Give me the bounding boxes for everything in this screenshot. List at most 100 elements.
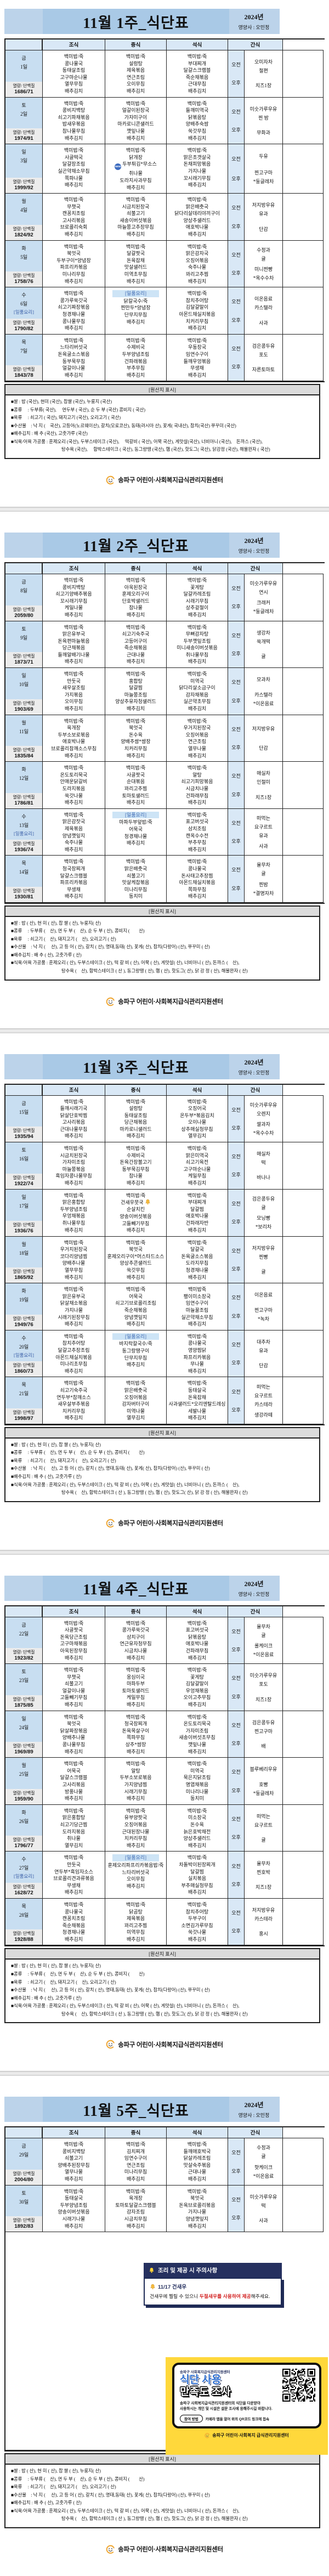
meal-item: 배추김치 <box>126 1702 145 1708</box>
day-cell: 화 5일 열량/ 단백질 1758/76 <box>5 240 43 288</box>
dinner-cell: 백미밥/죽 들깨애호박국 닭살카레조림 맛살숙주볶음 근대나물 배추김치 <box>167 2138 228 2186</box>
dinner-cell: 백미밥/죽 콩나물국 돈사태고추장찜 아몬드채실치볶음 쪽파무침 배추김치 <box>167 856 228 903</box>
meal-item: 콩나물국 <box>64 60 83 66</box>
meal-item: 달걀카레조림 <box>183 591 211 597</box>
snack-am-items: 이온음료 카스텔라 <box>254 295 273 311</box>
day-of-week: 월 <box>21 720 26 726</box>
dietitian-label: 영양사 : 오민정 <box>238 1069 270 1075</box>
meal-item: 새우살조림 <box>62 685 86 691</box>
meal-item: 백미밥/죽 <box>187 1901 207 1907</box>
dinner-cell: 백미밥/죽 표고버섯국 닭볶음탕 애호박나물 건파래무침 배추김치 <box>167 1617 228 1665</box>
day-cell: 수 27일 [일품요리] 열량/ 단백질 1628/72 <box>5 1852 43 1899</box>
snack-item: 귤 <box>261 653 266 659</box>
column-header-3: 간식 <box>228 2127 283 2139</box>
trailing-column-header <box>283 2127 324 2139</box>
snack-item: 찐빵 <box>259 1254 268 1260</box>
snack-pm-label: 오후 <box>231 791 241 797</box>
meal-item: 무생채 <box>67 1882 81 1888</box>
meal-item: 아욱된장국 <box>124 584 148 590</box>
kcal-label: 열량/ 단백질 <box>13 320 35 325</box>
kcal-label: 열량/ 단백질 <box>13 748 35 753</box>
day-info: 일 24일 <box>5 1711 42 1742</box>
meal-item: 배추김치 <box>64 2223 83 2229</box>
meal-item: 밥새우볶음 <box>62 121 86 127</box>
snack-item: 떡 <box>261 1160 266 1166</box>
meal-item: 시래기된장무침 <box>58 1314 90 1320</box>
meal-item: 배추김치 <box>188 1368 207 1374</box>
meal-item: 배추김치 <box>188 1748 207 1754</box>
meal-item: 오징어볶음 <box>185 257 209 263</box>
notes-area: 조리 및 제공 시 주의사항 11/17 건새우 건새우에 찔릴 수 있으니 두절새… <box>5 2232 328 2455</box>
day-cell: 목 21일 열량/ 단백질 1998/97 <box>5 1377 43 1424</box>
day-info: 수 27일 [일품요리] <box>5 1852 42 1883</box>
snack-time-cell: 오전 오후 <box>228 2185 245 2233</box>
trailing-cell <box>283 1617 324 1665</box>
breakfast-cell: 백미밥/죽 콩비지백탕 쇠고기파채볶음 밥새우볶음 참나물무침 배추김치 <box>43 97 105 145</box>
snack-am-items: 떠먹는 요구르트 유과 <box>254 814 273 839</box>
snack-item: 미숫가루우유 <box>249 581 277 587</box>
week-table: 조식 중식 석식 간식 금 29일 열량/ 단백질 2004/80 백미밥/죽 콩비지백탕 쇠불고기… <box>4 2126 328 2455</box>
kcal-block: 열량/ 단백질 1903/69 <box>5 699 42 715</box>
meal-item: 시래기무침 <box>185 598 209 604</box>
snack-pm-label: 오후 <box>231 127 241 133</box>
day-date: 25일 <box>19 1771 29 1777</box>
meal-item: 백미밥/죽 <box>64 148 84 154</box>
kcal-block: 열량/ 단백질 1873/71 <box>5 652 42 668</box>
meal-item: 백미밥/죽 <box>187 624 207 630</box>
origin-line: ■육류 : 쇠고기 ( 산), 돼지고기 ( 산), 오리고기 ( 산) <box>11 1979 116 1985</box>
meal-item: 동치미 <box>129 893 143 899</box>
breakfast-cell: 백미밥/죽 느타리버섯국 돈육굴소스볶음 동부묵무침 얼갈이나물 배추김치 <box>43 334 105 382</box>
meal-item: 두부소보로볶음 <box>58 732 90 738</box>
snack-item: 단감 <box>259 1363 268 1369</box>
meal-item: 백미밥/죽 <box>187 1146 207 1152</box>
kcal-block: 열량/ 단백질 1843/78 <box>5 365 42 381</box>
snack-item: 귤 <box>261 256 266 262</box>
day-cell: 일 17일 열량/ 단백질 1936/76 <box>5 1189 43 1237</box>
meal-item: 맛살샐러드 <box>124 264 148 270</box>
snack-item: 떡 <box>261 2203 266 2209</box>
meal-item: 배추김치 <box>64 278 83 284</box>
day-date: 8일 <box>20 587 27 593</box>
snack-pm-label: 오후 <box>231 650 241 656</box>
meal-item: 백미밥/죽 <box>187 859 207 865</box>
snack-time-cell: 오전 오후 <box>228 621 245 669</box>
snack-pm-items: 귤 <box>261 1836 265 1843</box>
meal-item: 배추김치 <box>64 893 83 899</box>
meal-item: 두부양념조림 <box>60 2202 88 2208</box>
snack-time-cell: 오전 오후 <box>228 97 245 145</box>
meal-item: 취나물 <box>129 171 143 177</box>
origin-body: ■쌀 : 밥 ( 산), 현 미 ( 산), 찹 쌀 ( 산), 누룽지( 산)… <box>5 1960 319 2022</box>
meal-item: 무뼈감자탕 <box>185 631 209 637</box>
column-header-0: 조식 <box>43 563 105 574</box>
kcal-block: 열량/ 단백질 1686/71 <box>5 81 42 97</box>
snack-item: 단감 <box>259 745 268 751</box>
lunch-cell: 백미밥/죽 아욱된장국 훈제오리구이 단호박샐러드 참나물 배추김치 <box>105 574 167 621</box>
meal-item: 닭살카레조림 <box>183 2155 211 2161</box>
center-footer: 송파구 어린이·사회복지급식관리지원센터 <box>0 997 329 1006</box>
breakfast-cell: 백미밥/죽 사골팟국 돈육당근조림 고구마채볶음 아욱된장무침 배추김치 <box>43 1617 105 1665</box>
snack-pm-items: 카스텔라 *이온음료 <box>253 691 274 707</box>
snack-pm-label: 오후 <box>231 317 241 323</box>
smiley-logo-icon <box>106 2040 115 2049</box>
snack-items-cell: 떠먹는 요구르트 유과 사과 <box>245 808 283 856</box>
meal-item: 새우살부추볶음 <box>58 1401 90 1407</box>
meal-item: 시금치된장국 <box>122 203 150 210</box>
meal-item: 백미밥/죽 <box>187 812 207 818</box>
meal-item: NEW 두부튀김*무소스 <box>106 161 166 171</box>
snack-time-cell: 오전 오후 <box>228 1617 245 1665</box>
meal-item: 배추김치 <box>126 231 145 237</box>
meal-item: 가지볶음 <box>64 692 83 698</box>
trailing-cell <box>283 50 324 98</box>
meal-item: 닭칼국수/죽 <box>123 298 148 304</box>
snack-item: *옥수수차 <box>253 275 274 281</box>
snack-am-label: 오전 <box>231 1341 241 1348</box>
snack-pm-label: 오후 <box>231 698 241 704</box>
meal-item: 백미밥/죽 <box>64 100 84 106</box>
origin-line: ■육류 : 쇠고기 ( 산), 돼지고기 ( 산), 오리고기 ( 산) <box>11 936 116 942</box>
meal-item: 방풍나물 <box>64 1788 83 1794</box>
smiley-logo-icon <box>205 2433 210 2438</box>
breakfast-cell: 백미밥/죽 북엇국 두부구이*양념장 파프리카볶음 미나리무침 배추김치 <box>43 240 105 288</box>
origin-line: ■쌀 : 밥 ( 산), 현 미 ( 산), 찹 쌀 ( 산), 누룽지( 산) <box>11 1963 101 1969</box>
kcal-value: 1824/92 <box>14 231 33 238</box>
meal-item: 시금치나물 <box>185 785 209 791</box>
